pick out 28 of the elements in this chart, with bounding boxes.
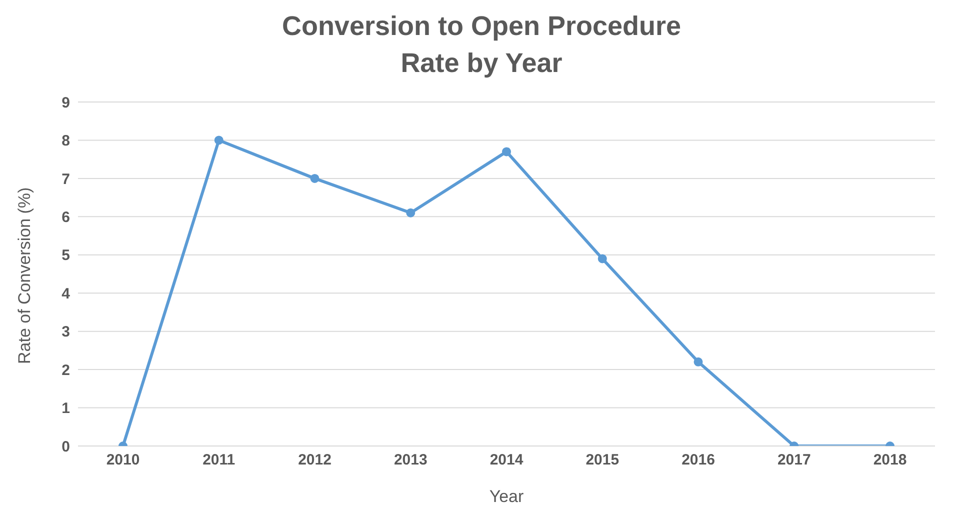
x-tick-label: 2010: [106, 452, 140, 469]
y-tick-label: 9: [62, 94, 70, 112]
x-tick-label: 2018: [873, 452, 907, 469]
y-tick-label: 4: [62, 285, 71, 302]
y-tick-label: 2: [62, 362, 70, 379]
x-tick-label: 2011: [202, 452, 236, 469]
point: [502, 147, 511, 156]
chart-title: Conversion to Open Procedure Rate by Year: [280, 10, 682, 80]
x-axis-title: Year: [489, 487, 524, 506]
y-tick-label: 8: [62, 132, 70, 150]
point: [598, 254, 607, 264]
x-tick-label: 2017: [777, 452, 811, 469]
y-axis-title: Rate of Conversion (%): [15, 187, 34, 364]
x-tick-label: 2015: [586, 452, 620, 469]
y-tick-label: 5: [62, 247, 70, 264]
x-tick-label: 2014: [490, 452, 524, 469]
point: [214, 136, 224, 145]
point: [310, 174, 320, 183]
x-tick-label: 2013: [394, 452, 428, 469]
y-tick-label: 6: [62, 208, 70, 226]
y-tick-label: 0: [62, 438, 70, 456]
y-tick-label: 1: [62, 400, 70, 418]
point: [406, 208, 416, 218]
x-tick-label: 2012: [298, 452, 332, 469]
point: [694, 357, 703, 366]
y-tick-label: 3: [62, 324, 70, 341]
y-tick-label: 7: [62, 170, 70, 188]
x-tick-label: 2016: [682, 452, 715, 469]
